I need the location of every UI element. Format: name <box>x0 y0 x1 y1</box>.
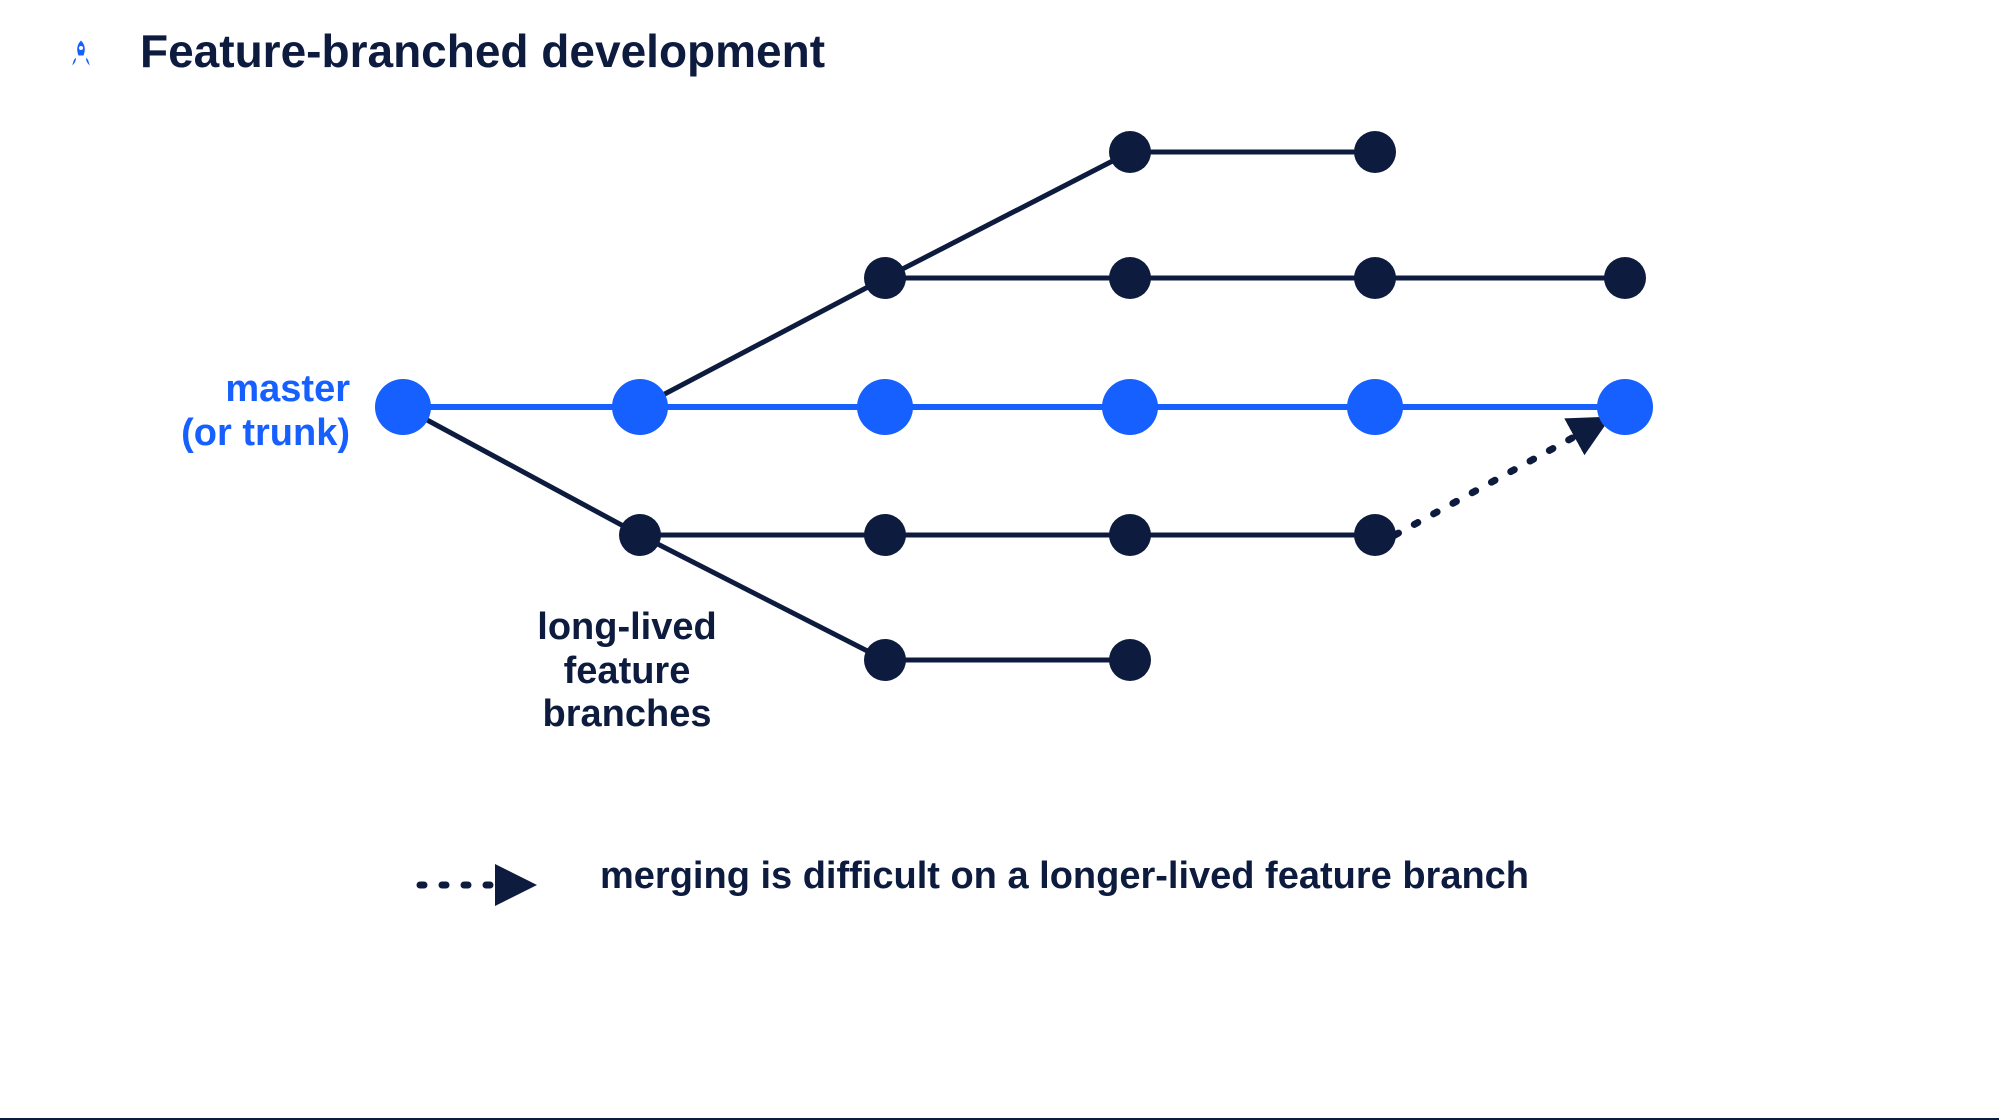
edge <box>885 152 1130 278</box>
commit-branch <box>1109 131 1151 173</box>
merge-arrow <box>1395 420 1605 535</box>
commit-master <box>375 379 431 435</box>
slide-root: Feature-branched development master (or … <box>0 0 1999 1120</box>
commit-branch <box>1354 257 1396 299</box>
edge <box>640 535 885 660</box>
commit-master <box>1347 379 1403 435</box>
commit-master <box>1597 379 1653 435</box>
commit-branch <box>619 514 661 556</box>
commit-branch <box>1109 257 1151 299</box>
commit-branch <box>1604 257 1646 299</box>
commit-branch <box>1354 131 1396 173</box>
commit-branch <box>864 257 906 299</box>
commit-master <box>612 379 668 435</box>
commit-branch <box>1109 639 1151 681</box>
edges-layer <box>403 152 1625 660</box>
commit-branch <box>1109 514 1151 556</box>
edge <box>403 407 640 535</box>
branching-diagram <box>0 0 1999 1120</box>
commit-branch <box>1354 514 1396 556</box>
merge-dotted-arrow <box>1395 420 1605 535</box>
edge <box>640 278 885 407</box>
commit-master <box>857 379 913 435</box>
commit-master <box>1102 379 1158 435</box>
commit-branch <box>864 514 906 556</box>
commit-branch <box>864 639 906 681</box>
